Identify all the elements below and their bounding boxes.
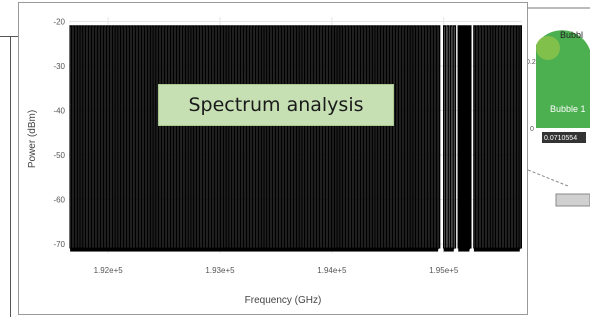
- bubble-tick-a: 0.2: [526, 59, 536, 66]
- background-panel-left: [0, 36, 11, 317]
- x-tick-label: 1.92e+5: [94, 266, 124, 275]
- dashed-connector: [527, 169, 569, 187]
- bubble-chart-svg: Bubbl Bubble 1 0.2 0 0.0710554: [526, 7, 590, 143]
- y-axis-label: Power (dBm): [27, 110, 38, 168]
- noise-floor-band: [473, 247, 520, 252]
- bubble-tick-b: 0: [530, 126, 534, 133]
- x-tick-label: 1.94e+5: [317, 266, 347, 275]
- spectrum-trace-segment: [473, 25, 522, 250]
- y-tick-label: -50: [53, 151, 65, 160]
- y-tick-label: -60: [53, 196, 65, 205]
- axis-layer: -70 -60 -50 -40 -30 -20 1.92e+5 1.93e+5 1.94e+5 1…: [53, 17, 458, 275]
- y-tick-label: -30: [53, 62, 65, 71]
- spectrum-trace-segment: [69, 25, 441, 250]
- x-tick-label: 1.93e+5: [205, 266, 235, 275]
- spectrum-chart: -70 -60 -50 -40 -30 -20 1.92e+5 1.93e+5 1.94e+5 1…: [27, 17, 522, 306]
- x-tick-label: 1.95e+5: [429, 266, 459, 275]
- background-bubble-chart: Bubbl Bubble 1 0.2 0 0.0710554: [526, 0, 590, 150]
- y-tick-label: -40: [53, 107, 65, 116]
- bubble-top-label: Bubbl: [560, 30, 583, 40]
- chart-frame: -70 -60 -50 -40 -30 -20 1.92e+5 1.93e+5 1.94e+5 1…: [18, 2, 528, 315]
- trace-layer: [69, 25, 522, 252]
- spectrum-trace-segment: [443, 25, 457, 250]
- readout-text: 0.0710554: [544, 135, 577, 142]
- spectrum-analysis-label: Spectrum analysis: [158, 84, 394, 126]
- readout-box: [542, 132, 586, 143]
- background-connector: [527, 150, 590, 230]
- spectrum-trace-segment: [457, 25, 472, 250]
- noise-floor-band: [458, 247, 470, 252]
- noise-floor-band: [443, 247, 454, 252]
- bubble-small: [536, 36, 560, 60]
- x-axis-label: Frequency (GHz): [245, 295, 322, 306]
- noise-floor-band: [70, 247, 439, 252]
- y-tick-label: -70: [53, 240, 65, 249]
- y-tick-label: -20: [53, 17, 65, 26]
- background-rect: [555, 193, 590, 207]
- bubble-label: Bubble 1: [550, 104, 586, 114]
